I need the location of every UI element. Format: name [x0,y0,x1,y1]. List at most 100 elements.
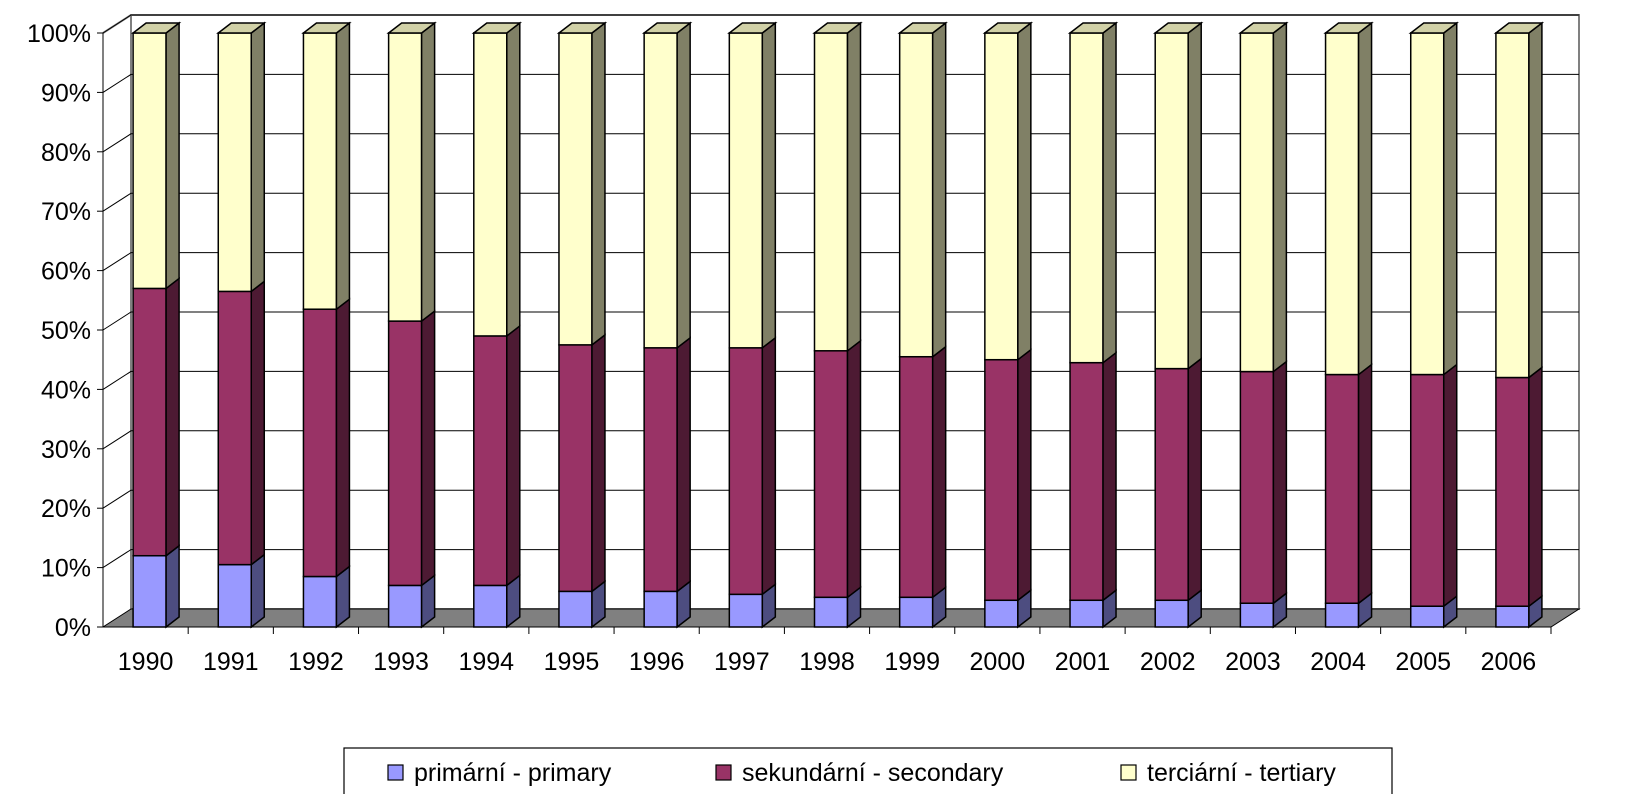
bar-top [897,22,948,34]
y-tick-label: 40% [41,376,91,404]
y-tick-label: 0% [55,614,91,642]
y-tick-label: 50% [41,317,91,345]
bar-sekundrn-1998 [813,350,849,599]
bar-sekundrn-2000 [984,358,1019,602]
bar-side [1102,21,1117,365]
bar-sekundrn-2001 [1069,361,1104,602]
bar-side [591,21,606,347]
bar-sekundrn-2005 [1409,373,1445,607]
y-tick-label: 60% [41,258,91,286]
x-tick-label: 1993 [373,648,429,676]
bar-top [386,22,437,34]
bar-primrn-2000 [984,599,1019,628]
bar-side [1442,363,1458,608]
bar-side [1272,21,1288,374]
bar-side [591,333,606,593]
bar-side [1528,21,1543,380]
bar-side [506,324,521,587]
bar-stack-2002 [1153,21,1204,629]
bar-side [250,279,266,567]
y-tick-label: 30% [41,436,91,464]
bar-stack-2003 [1238,21,1289,629]
bar-sekundrn-1995 [558,344,593,593]
bar-sekundrn-1996 [643,347,678,593]
bar-top [1153,22,1204,34]
bar-tercirn-1999 [898,32,934,358]
bar-side [1357,21,1373,377]
bar-sekundrn-1993 [387,320,423,587]
bar-side [165,276,180,558]
bar-side [165,544,180,629]
x-tick-label: 1991 [203,648,259,676]
bar-side [1017,348,1032,602]
bar-side [846,21,862,353]
bar-side [846,339,862,599]
bar-side [761,336,777,596]
bar-side [1017,21,1032,362]
bar-top [1238,22,1289,34]
bar-top [471,22,522,34]
bar-side [1187,357,1202,602]
x-tick-label: 1997 [714,648,770,676]
bar-sekundrn-1992 [302,308,338,578]
bar-top [727,22,778,34]
bar-stack-1990 [130,21,182,629]
x-tick-label: 2003 [1225,648,1281,676]
bar-side [420,309,436,587]
bar-primrn-2002 [1154,599,1189,628]
bar-sekundrn-1991 [217,290,253,566]
bar-top [1067,22,1119,34]
y-tick-label: 70% [41,198,91,226]
bar-stack-1995 [556,21,608,629]
bar-side [1187,21,1202,371]
bar-primrn-1993 [387,584,423,628]
bar-top [812,22,863,34]
bar-primrn-1995 [558,590,593,628]
bar-stack-2005 [1408,21,1459,629]
bar-stack-1997 [727,21,778,629]
bar-stack-1993 [386,21,437,629]
bar-tercirn-1996 [643,32,678,349]
bar-top [130,22,182,34]
gridline [102,14,1579,34]
legend-item: sekundární - secondary [715,759,1004,787]
bar-sekundrn-1990 [132,287,167,557]
bar-primrn-2001 [1069,599,1104,628]
bar-primrn-2003 [1239,602,1275,628]
bar-side [1442,21,1458,377]
bar-side [420,21,436,323]
bar-primrn-1998 [813,596,849,628]
bar-tercirn-1991 [217,32,253,293]
bar-side [676,336,691,593]
bar-top [982,22,1034,34]
bar-side [1272,360,1288,605]
bar-sekundrn-2006 [1495,376,1530,607]
bar-side [931,21,947,359]
bar-top [216,22,267,34]
bar-tercirn-1997 [728,32,764,349]
bar-primrn-2005 [1409,605,1445,628]
legend-item: primární - primary [387,759,612,787]
bar-primrn-1996 [643,590,678,628]
bar-tercirn-2001 [1069,32,1104,364]
bar-stack-1999 [897,21,948,629]
x-axis: 1990 1991 1992 1993 1994 1995 1996 1997 1998 1999… [118,627,1552,676]
bar-tercirn-1995 [558,32,593,346]
bar-tercirn-2003 [1239,32,1275,373]
legend-swatch [715,764,732,781]
bar-tercirn-1993 [387,32,423,322]
y-tick-label: 20% [41,495,91,523]
bar-primrn-1990 [132,554,167,628]
bar-sekundrn-1994 [473,335,508,587]
x-tick-label: 1998 [799,648,855,676]
bar-primrn-2006 [1495,605,1530,628]
bar-sekundrn-1997 [728,347,764,596]
bar-top [556,22,608,34]
bar-primrn-1994 [473,584,508,628]
x-tick-label: 1999 [884,648,940,676]
x-tick-label: 2005 [1395,648,1451,676]
legend: primární - primary sekundární - secondary… [343,747,1393,794]
bar-side [335,297,351,579]
bar-side [250,21,266,293]
